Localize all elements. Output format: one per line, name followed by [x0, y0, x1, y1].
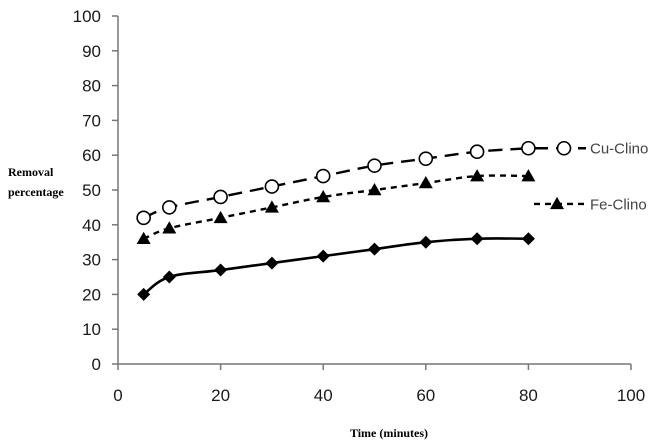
legend-entry-fe-clino: Fe-Clino: [534, 196, 647, 213]
legend-entry-cu-clino: Cu-Clino: [534, 141, 648, 158]
data-point-unlabeled-2: [368, 242, 381, 256]
axes: [112, 15, 632, 370]
x-tick-label: 60: [416, 386, 435, 405]
data-point-unlabeled-2: [316, 249, 330, 263]
y-tick-label: 0: [92, 355, 101, 374]
data-point-cu-clino: [315, 168, 331, 184]
legend-label-fe-clino: Fe-Clino: [590, 196, 647, 213]
data-point-fe-clino: [418, 176, 433, 189]
y-tick-label: 50: [82, 181, 101, 200]
data-point-cu-clino: [367, 158, 382, 173]
y-tick-label: 90: [82, 42, 101, 61]
x-tick-label: 20: [211, 386, 230, 405]
data-point-unlabeled-2: [137, 287, 151, 301]
data-point-fe-clino: [316, 189, 331, 203]
data-point-cu-clino: [521, 140, 536, 156]
series-unlabeled-2: [137, 232, 535, 301]
y-tick-label: 40: [82, 216, 101, 235]
legend: Cu-Clino Fe-Clino: [534, 141, 648, 213]
data-point-fe-clino: [264, 200, 279, 213]
data-point-fe-clino: [136, 231, 151, 244]
data-point-cu-clino: [469, 144, 485, 160]
data-point-unlabeled-2: [470, 232, 484, 246]
series-group: [136, 140, 536, 301]
y-tick-label: 70: [82, 111, 101, 130]
y-tick-label: 30: [82, 251, 101, 270]
y-tick-label: 10: [82, 320, 101, 339]
x-tick-label: 80: [519, 386, 538, 405]
data-point-cu-clino: [136, 210, 151, 226]
legend-marker-fe-clino: [550, 196, 564, 210]
data-point-cu-clino: [162, 200, 177, 215]
y-axis-title-line-1: Removal: [8, 165, 54, 179]
data-point-fe-clino: [213, 210, 228, 224]
data-point-fe-clino: [162, 221, 177, 234]
data-point-cu-clino: [213, 189, 228, 205]
data-point-unlabeled-2: [265, 256, 279, 270]
x-tick-label: 40: [314, 386, 333, 405]
data-point-cu-clino: [264, 179, 280, 194]
legend-label-cu-clino: Cu-Clino: [590, 141, 648, 158]
series-fe-clino: [136, 169, 536, 244]
series-line-cu-clino: [143, 147, 529, 219]
series-line-fe-clino: [143, 174, 529, 240]
y-tick-label: 80: [82, 77, 101, 96]
x-tick-label: 100: [617, 386, 645, 405]
data-point-unlabeled-2: [419, 235, 433, 249]
x-axis-title: Time (minutes): [350, 426, 428, 440]
y-tick-label: 20: [82, 285, 101, 304]
y-axis-title-line-2: percentage: [8, 185, 64, 199]
tick-labels: 0 10 20 30 40 50 60 70 80 90 100 0 20 40 60 80 100: [73, 7, 646, 405]
data-point-cu-clino: [418, 151, 434, 166]
legend-marker-cu-clino: [556, 140, 572, 156]
data-point-fe-clino: [521, 169, 536, 182]
series-cu-clino: [136, 140, 536, 226]
data-point-unlabeled-2: [521, 232, 535, 246]
data-point-fe-clino: [367, 183, 382, 196]
x-tick-label: 0: [113, 386, 122, 405]
y-tick-label: 100: [73, 7, 101, 26]
data-point-fe-clino: [470, 169, 485, 182]
data-point-unlabeled-2: [162, 270, 176, 284]
data-point-unlabeled-2: [214, 263, 228, 277]
series-line-unlabeled-2: [142, 237, 529, 296]
y-tick-label: 60: [82, 146, 101, 165]
